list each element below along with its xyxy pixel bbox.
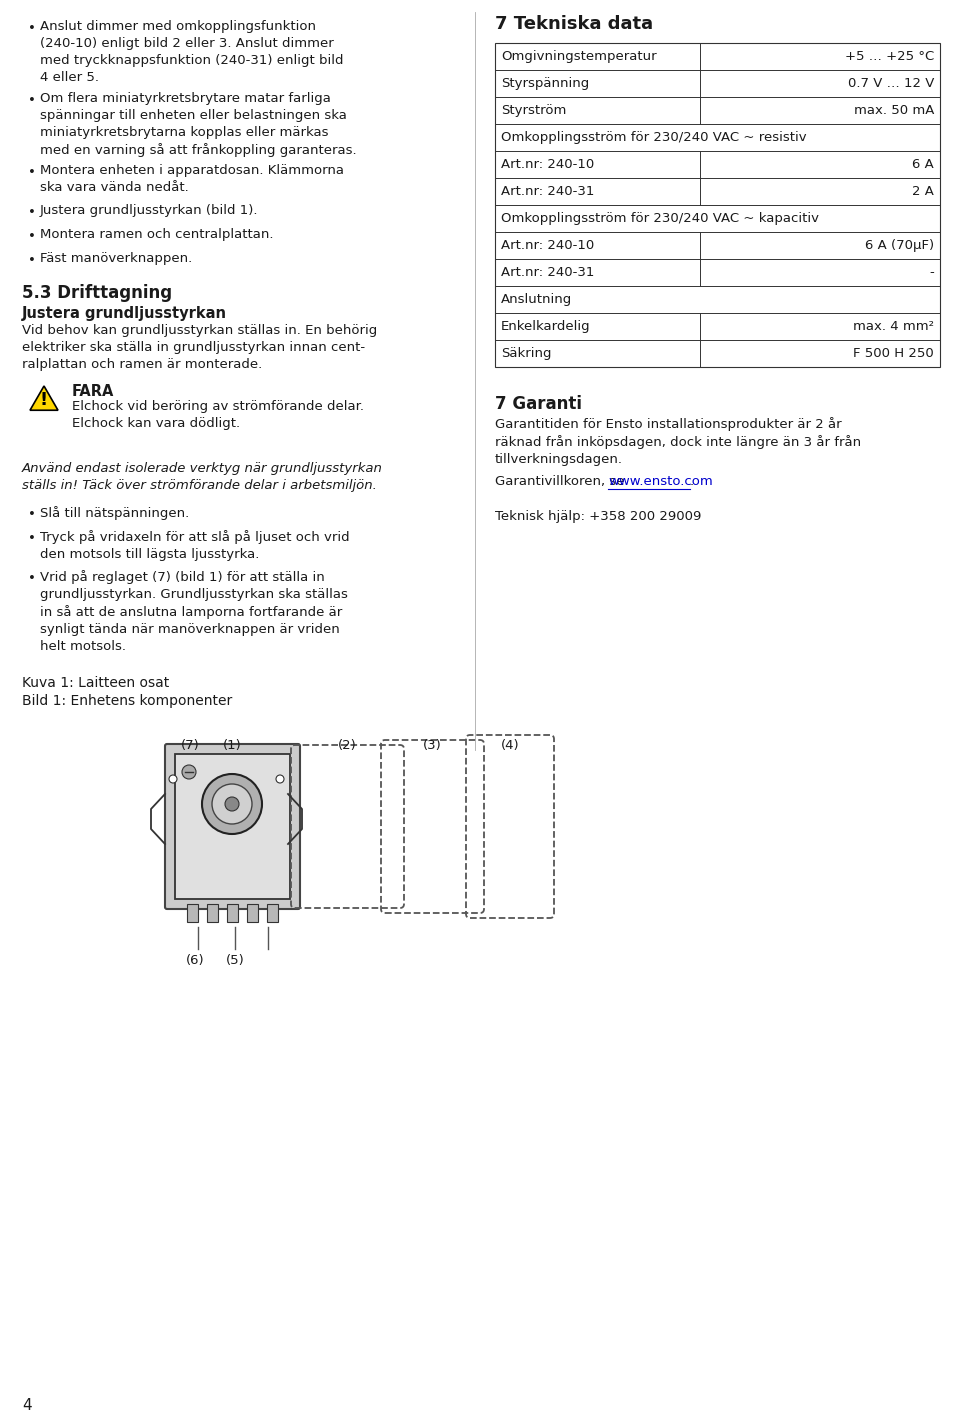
Text: 2 A: 2 A (912, 185, 934, 198)
Text: (3): (3) (422, 739, 442, 751)
Bar (495, 42, 940, 366)
Polygon shape (30, 386, 58, 410)
Bar (227, 904, 238, 923)
Text: •: • (28, 166, 36, 180)
Text: Elchock vid beröring av strömförande delar.
Elchock kan vara dödligt.: Elchock vid beröring av strömförande del… (72, 400, 364, 430)
Text: Enkelkardelig: Enkelkardelig (501, 320, 590, 333)
Text: Garantitiden för Ensto installationsprodukter är 2 år
räknad från inköpsdagen, d: Garantitiden för Ensto installationsprod… (495, 417, 861, 467)
Text: max. 50 mA: max. 50 mA (853, 103, 934, 117)
Circle shape (182, 766, 196, 780)
Text: Bild 1: Enhetens komponenter: Bild 1: Enhetens komponenter (22, 693, 232, 708)
Text: F 500 H 250: F 500 H 250 (853, 347, 934, 359)
Text: -: - (929, 266, 934, 279)
Text: •: • (28, 255, 36, 267)
FancyBboxPatch shape (165, 744, 300, 908)
Text: Styrspänning: Styrspänning (501, 76, 589, 91)
Text: Om flera miniatyrkretsbrytare matar farliga
spänningar till enheten eller belast: Om flera miniatyrkretsbrytare matar farl… (40, 92, 356, 157)
Text: Kuva 1: Laitteen osat: Kuva 1: Laitteen osat (22, 676, 169, 691)
Bar (207, 904, 218, 923)
Text: 6 A: 6 A (912, 158, 934, 171)
Circle shape (169, 775, 177, 782)
Text: •: • (28, 23, 36, 35)
Text: Montera enheten i apparatdosan. Klämmorna
ska vara vända nedåt.: Montera enheten i apparatdosan. Klämmorn… (40, 164, 344, 194)
Text: Art.nr: 240-31: Art.nr: 240-31 (501, 266, 594, 279)
Text: (1): (1) (223, 739, 241, 751)
Text: Teknisk hjälp: +358 200 29009: Teknisk hjälp: +358 200 29009 (495, 509, 702, 524)
Text: Art.nr: 240-10: Art.nr: 240-10 (501, 239, 594, 252)
Text: (7): (7) (180, 739, 200, 751)
Text: Justera grundljusstyrkan: Justera grundljusstyrkan (22, 306, 227, 321)
Text: •: • (28, 572, 36, 584)
Text: Fäst manöverknappen.: Fäst manöverknappen. (40, 252, 192, 265)
Text: Använd endast isolerade verktyg när grundljusstyrkan
ställs in! Täck över strömf: Använd endast isolerade verktyg när grun… (22, 463, 383, 492)
Circle shape (202, 774, 262, 833)
Text: Vrid på reglaget (7) (bild 1) för att ställa in
grundljusstyrkan. Grundljusstyrk: Vrid på reglaget (7) (bild 1) för att st… (40, 570, 348, 654)
Text: (4): (4) (501, 739, 519, 751)
Text: •: • (28, 93, 36, 108)
Text: •: • (28, 532, 36, 545)
Text: FARA: FARA (72, 383, 114, 399)
Text: .: . (690, 475, 694, 488)
Text: Art.nr: 240-31: Art.nr: 240-31 (501, 185, 594, 198)
Text: 5.3 Drifttagning: 5.3 Drifttagning (22, 284, 172, 301)
Bar (187, 904, 198, 923)
Bar (267, 904, 278, 923)
Text: 4: 4 (22, 1398, 32, 1414)
Text: 7 Tekniska data: 7 Tekniska data (495, 16, 653, 33)
Circle shape (276, 775, 284, 782)
Text: Tryck på vridaxeln för att slå på ljuset och vrid
den motsols till lägsta ljusst: Tryck på vridaxeln för att slå på ljuset… (40, 531, 349, 560)
Text: Styrström: Styrström (501, 103, 566, 117)
Text: Anslut dimmer med omkopplingsfunktion
(240-10) enligt bild 2 eller 3. Anslut dim: Anslut dimmer med omkopplingsfunktion (2… (40, 20, 344, 83)
Text: +5 … +25 °C: +5 … +25 °C (845, 50, 934, 64)
Text: Omkopplingsström för 230/240 VAC ~ resistiv: Omkopplingsström för 230/240 VAC ~ resis… (501, 132, 806, 144)
Text: •: • (28, 231, 36, 243)
Text: max. 4 mm²: max. 4 mm² (853, 320, 934, 333)
Text: Vid behov kan grundljusstyrkan ställas in. En behörig
elektriker ska ställa in g: Vid behov kan grundljusstyrkan ställas i… (22, 324, 377, 371)
Text: 6 A (70μF): 6 A (70μF) (865, 239, 934, 252)
Text: Justera grundljusstyrkan (bild 1).: Justera grundljusstyrkan (bild 1). (40, 204, 258, 216)
Text: •: • (28, 508, 36, 521)
Bar (247, 904, 258, 923)
Text: (6): (6) (185, 954, 204, 966)
Bar (175, 754, 290, 899)
Circle shape (212, 784, 252, 824)
Text: Omgivningstemperatur: Omgivningstemperatur (501, 50, 657, 64)
Text: !: ! (40, 391, 48, 409)
Text: Omkopplingsström för 230/240 VAC ~ kapacitiv: Omkopplingsström för 230/240 VAC ~ kapac… (501, 212, 819, 225)
Text: Art.nr: 240-10: Art.nr: 240-10 (501, 158, 594, 171)
Text: 7 Garanti: 7 Garanti (495, 395, 582, 413)
Text: Säkring: Säkring (501, 347, 551, 359)
Text: www.ensto.com: www.ensto.com (608, 475, 712, 488)
Text: Montera ramen och centralplattan.: Montera ramen och centralplattan. (40, 228, 274, 241)
Text: 0.7 V … 12 V: 0.7 V … 12 V (848, 76, 934, 91)
Text: Garantivillkoren, se: Garantivillkoren, se (495, 475, 629, 488)
Circle shape (225, 797, 239, 811)
Text: Slå till nätspänningen.: Slå till nätspänningen. (40, 507, 189, 519)
Text: (5): (5) (226, 954, 245, 966)
Text: •: • (28, 207, 36, 219)
Text: Anslutning: Anslutning (501, 293, 572, 306)
Text: (2): (2) (338, 739, 356, 751)
